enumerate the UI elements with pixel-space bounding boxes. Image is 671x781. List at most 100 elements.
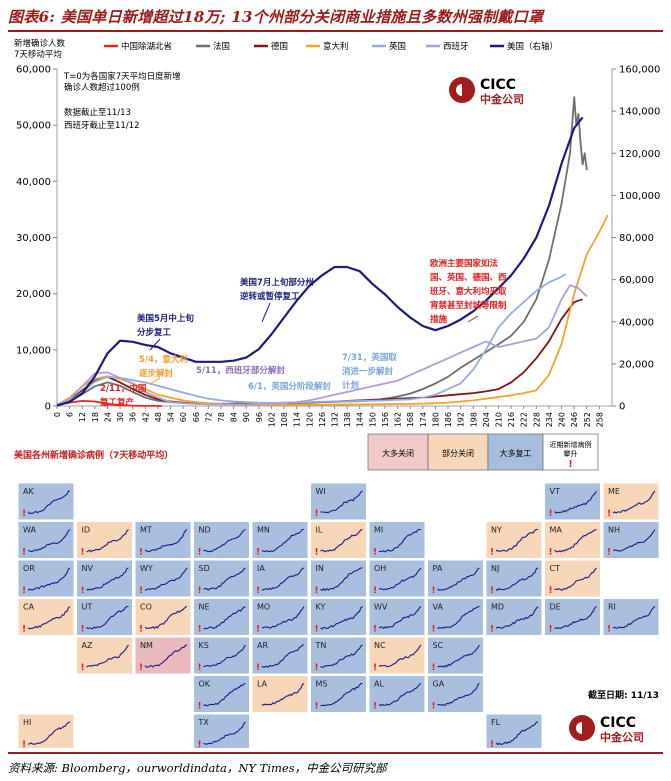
legend-entry: 美国（右轴） <box>507 41 558 52</box>
x-tick-label: 36 <box>129 412 138 422</box>
x-tick-label: 192 <box>457 412 466 427</box>
rising-marker: ! <box>315 509 319 519</box>
chart-annotation: 2/11，中国 <box>100 383 146 394</box>
chart-annotation: 逐步解封 <box>139 368 174 379</box>
series-line <box>56 214 609 406</box>
rising-marker: ! <box>81 548 85 558</box>
annotation-arrow <box>149 377 161 385</box>
rising-marker: ! <box>198 586 202 596</box>
legend-entry: 德国 <box>271 41 288 52</box>
state-tile-md: MD! <box>485 598 543 636</box>
x-tick-label: 60 <box>179 412 188 422</box>
rising-marker: ! <box>315 625 319 635</box>
state-sparkline <box>612 529 656 552</box>
state-tile-ky: KY! <box>310 598 367 636</box>
state-sparkline <box>612 490 656 514</box>
chart-annotation: 美国7月上旬部分州 <box>240 277 314 288</box>
state-code: ID <box>82 526 91 535</box>
state-sparkline <box>378 567 422 591</box>
rising-marker: ! <box>432 586 436 596</box>
state-sparkline <box>437 644 480 668</box>
state-code: HI <box>23 718 31 727</box>
x-tick-label: 18 <box>91 412 100 422</box>
state-tile-ak: AK! <box>17 482 75 521</box>
tile-background <box>368 521 426 559</box>
series-line <box>56 284 588 406</box>
tile-background <box>251 636 309 675</box>
state-tile-ct: CT! <box>544 559 601 598</box>
source-note: 资料来源: Bloomberg，ourworldindata，NY Times，… <box>8 761 387 775</box>
rising-marker: ! <box>490 586 494 596</box>
x-tick-label: 198 <box>469 412 478 427</box>
tile-background <box>17 482 75 521</box>
x-tick-label: 246 <box>570 412 579 427</box>
state-sparkline <box>203 529 246 553</box>
left-tick-label: 20,000 <box>16 289 51 300</box>
chart-annotation: 美国5月中上旬 <box>137 313 194 324</box>
state-tile-id: ID! <box>76 521 133 559</box>
rising-marker: ! <box>198 702 202 712</box>
tile-background <box>76 598 133 636</box>
state-code: NM <box>140 641 153 650</box>
state-tile-mt: MT! <box>134 521 192 559</box>
tile-background <box>368 559 426 598</box>
tile-background <box>134 598 192 636</box>
right-tick-label: 120,000 <box>619 149 660 160</box>
state-sparkline <box>261 606 305 629</box>
state-sparkline <box>437 567 480 591</box>
state-sparkline <box>378 528 421 553</box>
x-tick-label: 174 <box>419 412 428 427</box>
x-tick-label: 156 <box>381 412 390 427</box>
state-tile-ny: NY! <box>485 521 543 559</box>
rising-marker: ! <box>549 509 553 519</box>
state-code: PA <box>433 564 443 573</box>
rising-marker: ! <box>315 663 319 673</box>
state-code: TN <box>315 641 327 650</box>
source-rule <box>8 752 663 754</box>
x-tick-label: 48 <box>154 412 163 422</box>
state-code: NY <box>491 526 502 535</box>
state-code: VT <box>550 487 560 496</box>
right-tick-label: 40,000 <box>619 317 654 328</box>
state-code: IN <box>316 564 324 573</box>
state-tile-al: AL! <box>368 675 426 713</box>
state-tile-nc: NC! <box>368 636 426 675</box>
tile-background <box>193 559 250 598</box>
tile-background <box>310 636 367 675</box>
rising-marker: ! <box>432 702 436 712</box>
logo-letters: CICC <box>480 77 516 93</box>
state-tile-pa: PA! <box>427 559 484 598</box>
logo-letters-bottom: CICC <box>600 715 636 731</box>
tile-background <box>193 636 250 675</box>
x-tick-label: 132 <box>331 412 340 427</box>
state-tile-ca: CA! <box>17 598 75 636</box>
tile-background <box>310 521 367 559</box>
state-sparkline <box>320 606 363 630</box>
series-line <box>56 116 584 407</box>
x-tick-label: 186 <box>444 412 453 427</box>
state-tile-co: CO! <box>134 598 192 636</box>
state-tile-nj: NJ! <box>485 559 543 598</box>
state-sparkline <box>144 644 188 668</box>
state-code: MD <box>491 603 504 612</box>
rising-marker: ! <box>490 548 494 558</box>
rising-marker: ! <box>256 625 260 635</box>
tile-background <box>193 521 250 559</box>
chart-annotation: 计划 <box>342 380 359 391</box>
state-tile-sd: SD! <box>193 559 250 598</box>
rising-marker: ! <box>22 509 26 519</box>
state-tile-ia: IA! <box>251 559 309 598</box>
annotation-arrow <box>261 302 271 323</box>
legend-label: ! <box>568 459 573 470</box>
rising-marker: ! <box>139 663 143 673</box>
state-code: MA <box>550 526 563 535</box>
state-tile-la: LA <box>251 675 309 713</box>
state-tile-me: ME! <box>602 482 660 521</box>
state-sparkline <box>86 605 129 630</box>
annotation-arrow <box>103 403 111 407</box>
x-tick-label: 240 <box>558 412 567 427</box>
state-sparkline <box>495 567 539 592</box>
state-code: IL <box>316 526 323 535</box>
state-tile-tx: TX! <box>193 713 250 748</box>
